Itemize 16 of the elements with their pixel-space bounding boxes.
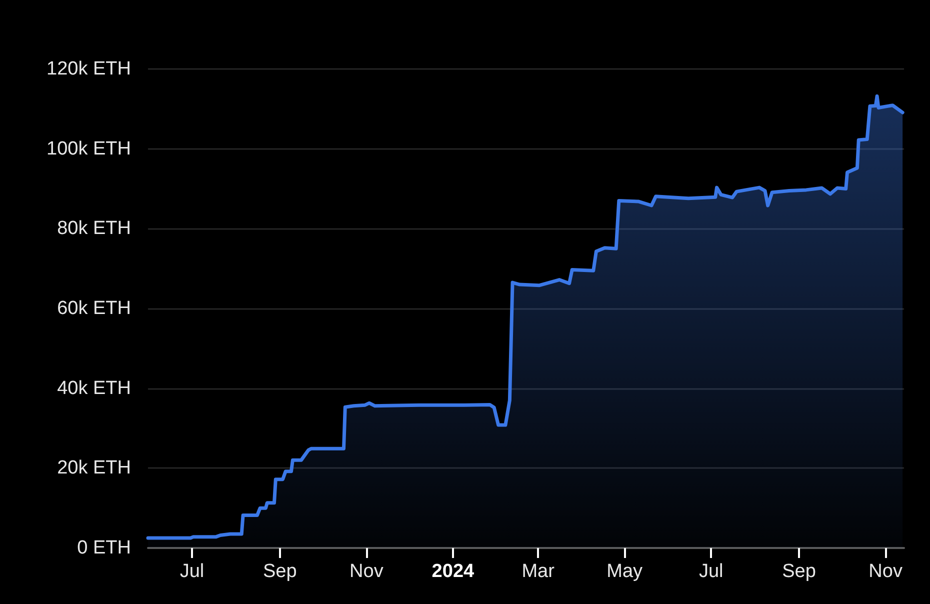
x-tick-label: Sep [263,561,297,582]
y-tick-label: 40k ETH [57,378,131,399]
x-tick-label: Sep [782,561,816,582]
y-tick-label: 80k ETH [57,218,131,240]
x-tick-label: May [606,561,644,582]
y-tick-label: 120k ETH [46,58,131,80]
y-tick-label: 20k ETH [57,458,131,479]
x-tick-label: Nov [868,561,903,582]
y-tick-label: 100k ETH [46,138,131,160]
x-tick-label: Jul [180,561,204,582]
x-tick-label: Mar [522,561,556,582]
x-tick-label: 2024 [432,561,475,582]
x-tick-label: Jul [698,561,724,582]
x-tick-label: Nov [350,561,384,582]
y-tick-label: 0 ETH [77,538,131,558]
y-tick-label: 60k ETH [57,298,131,319]
